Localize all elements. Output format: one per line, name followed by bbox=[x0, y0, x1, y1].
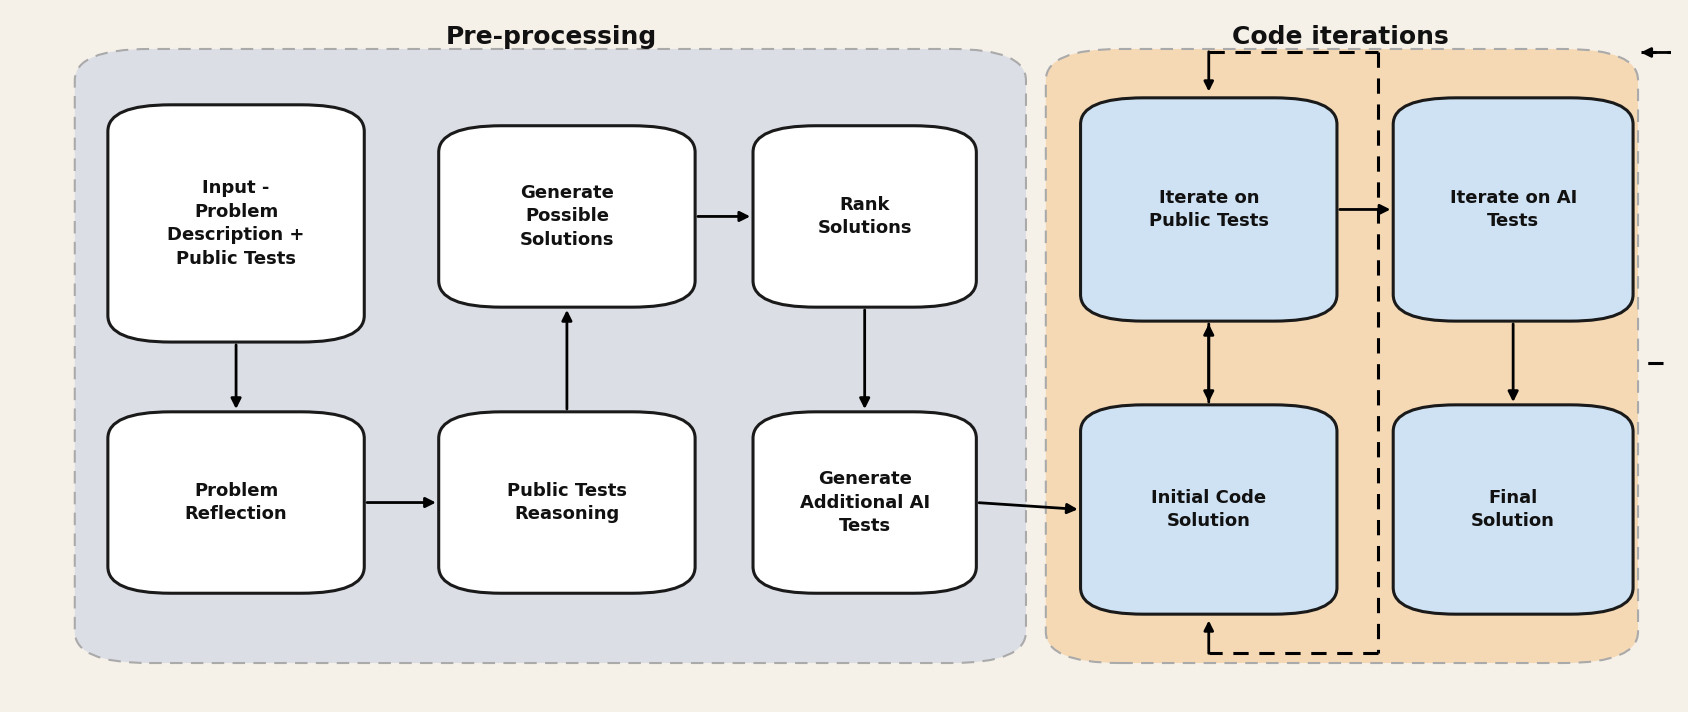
FancyBboxPatch shape bbox=[439, 126, 695, 307]
FancyArrowPatch shape bbox=[366, 498, 432, 507]
Text: Rank
Solutions: Rank Solutions bbox=[817, 196, 912, 237]
FancyArrowPatch shape bbox=[1205, 624, 1212, 653]
Text: Pre-processing: Pre-processing bbox=[446, 24, 657, 48]
FancyBboxPatch shape bbox=[1080, 98, 1337, 321]
FancyBboxPatch shape bbox=[74, 49, 1026, 663]
FancyArrowPatch shape bbox=[1205, 327, 1214, 402]
FancyBboxPatch shape bbox=[753, 126, 976, 307]
FancyBboxPatch shape bbox=[108, 412, 365, 593]
Text: Public Tests
Reasoning: Public Tests Reasoning bbox=[506, 482, 626, 523]
FancyBboxPatch shape bbox=[753, 412, 976, 593]
FancyArrowPatch shape bbox=[1644, 48, 1688, 56]
FancyArrowPatch shape bbox=[979, 503, 1075, 513]
Text: Initial Code
Solution: Initial Code Solution bbox=[1151, 488, 1266, 530]
Text: Generate
Additional AI
Tests: Generate Additional AI Tests bbox=[800, 470, 930, 535]
Text: Iterate on
Public Tests: Iterate on Public Tests bbox=[1150, 189, 1269, 230]
Text: Final
Solution: Final Solution bbox=[1472, 488, 1555, 530]
Text: Input -
Problem
Description +
Public Tests: Input - Problem Description + Public Tes… bbox=[167, 179, 306, 268]
Text: Code iterations: Code iterations bbox=[1232, 24, 1448, 48]
FancyBboxPatch shape bbox=[1393, 405, 1632, 614]
FancyArrowPatch shape bbox=[861, 310, 869, 406]
FancyBboxPatch shape bbox=[108, 105, 365, 342]
Text: Problem
Reflection: Problem Reflection bbox=[184, 482, 287, 523]
FancyBboxPatch shape bbox=[439, 412, 695, 593]
FancyArrowPatch shape bbox=[1340, 205, 1388, 214]
FancyArrowPatch shape bbox=[1205, 52, 1212, 88]
Text: Iterate on AI
Tests: Iterate on AI Tests bbox=[1450, 189, 1577, 230]
FancyBboxPatch shape bbox=[1393, 98, 1632, 321]
FancyArrowPatch shape bbox=[231, 345, 240, 406]
Text: Generate
Possible
Solutions: Generate Possible Solutions bbox=[520, 184, 614, 249]
FancyArrowPatch shape bbox=[1509, 324, 1518, 399]
FancyArrowPatch shape bbox=[697, 212, 748, 221]
FancyBboxPatch shape bbox=[1047, 49, 1637, 663]
FancyBboxPatch shape bbox=[1080, 405, 1337, 614]
FancyArrowPatch shape bbox=[562, 313, 571, 409]
FancyArrowPatch shape bbox=[1205, 324, 1214, 399]
